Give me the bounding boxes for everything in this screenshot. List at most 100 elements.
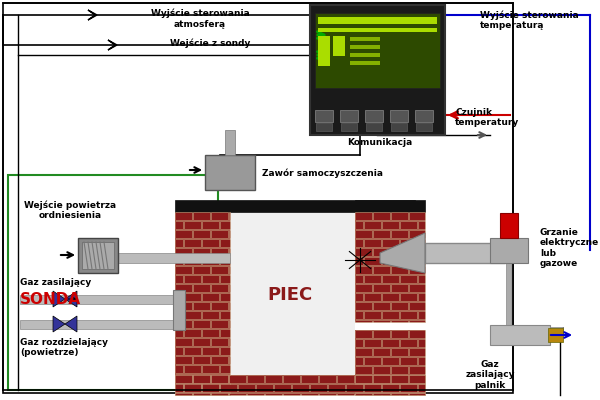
Bar [390,110,408,122]
Bar [229,392,230,395]
Bar [490,238,528,263]
Bar [229,230,230,238]
Bar [229,320,230,328]
Bar [184,275,201,283]
Bar [382,239,399,247]
Bar [193,393,210,395]
Bar [341,123,357,131]
Bar [211,302,228,310]
Bar [400,384,417,392]
Bar [400,239,417,247]
Bar [364,357,381,365]
Bar [175,329,183,337]
Bar [418,257,425,265]
Bar [318,36,330,66]
Bar [425,243,505,263]
Bar [409,375,425,383]
Bar [364,239,381,247]
Bar [340,110,358,122]
Bar [175,311,183,319]
Bar [418,221,425,229]
Bar [409,284,425,292]
Bar [382,221,399,229]
Bar [373,302,390,310]
Text: Czujnik
temperatury: Czujnik temperatury [455,108,519,127]
Bar [175,383,183,391]
Bar [400,221,417,229]
Bar [175,338,192,346]
Bar [364,311,381,319]
Bar [490,325,550,345]
Bar [310,384,327,392]
Bar [175,266,192,274]
Bar [337,375,354,383]
Bar [292,384,309,392]
Bar [175,374,192,382]
Bar [229,375,246,383]
Bar [409,212,425,220]
Bar [391,266,408,274]
Bar [364,275,381,283]
Bar [364,393,381,395]
Bar [211,338,228,346]
Text: Grzanie
elektryczne
lub
gazowe: Grzanie elektryczne lub gazowe [540,228,599,268]
Bar [418,293,425,301]
Bar [391,384,408,392]
Bar [175,347,183,355]
Bar [211,266,228,274]
Text: Komunikacja: Komunikacja [347,138,413,147]
Bar [211,375,228,383]
Bar [382,339,399,347]
Bar [229,338,230,346]
Bar [418,275,425,283]
Bar [202,329,219,337]
Bar [373,320,390,322]
Bar [316,123,332,131]
Bar [301,375,318,383]
Bar [193,248,210,256]
Bar [175,248,192,256]
Bar [229,356,230,364]
Bar [365,110,383,122]
Bar [175,230,192,238]
Bar [175,356,192,364]
Bar [409,393,425,395]
Bar [211,230,228,238]
Bar [211,356,228,364]
Bar [382,375,399,383]
Bar [265,393,282,395]
Bar [409,366,425,374]
Bar [409,266,425,274]
Bar [409,330,425,338]
Bar [391,366,408,374]
Bar [193,338,210,346]
Bar [373,266,390,274]
Bar [211,248,228,256]
Bar [382,293,399,301]
Bar [175,212,230,395]
Bar [230,212,355,395]
Bar [184,347,201,355]
Bar [382,384,399,392]
Polygon shape [65,316,77,332]
Bar [202,383,219,391]
Bar [193,212,210,220]
Bar [355,375,363,383]
Bar [418,393,425,395]
Bar [355,257,363,265]
Bar [175,302,192,310]
Bar [202,365,219,373]
Bar [382,257,399,265]
Bar [211,212,228,220]
Bar [184,257,201,265]
Bar [315,13,440,88]
Bar [382,357,399,365]
Bar [364,293,381,301]
Bar [220,347,230,355]
Bar [337,393,354,395]
Bar [283,375,300,383]
Bar [355,384,372,392]
Bar [364,384,381,392]
Bar [193,284,210,292]
Bar [350,53,380,57]
